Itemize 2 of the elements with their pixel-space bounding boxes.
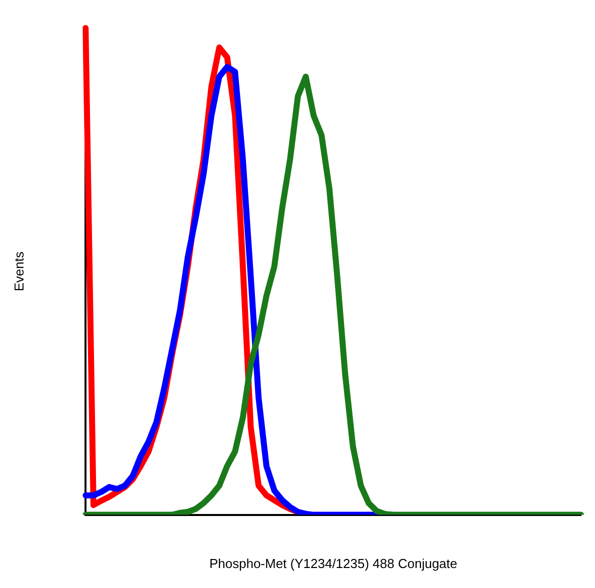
- x-axis-title: Phospho-Met (Y1234/1235) 488 Conjugate: [209, 556, 458, 571]
- y-axis-title: Events: [11, 251, 26, 292]
